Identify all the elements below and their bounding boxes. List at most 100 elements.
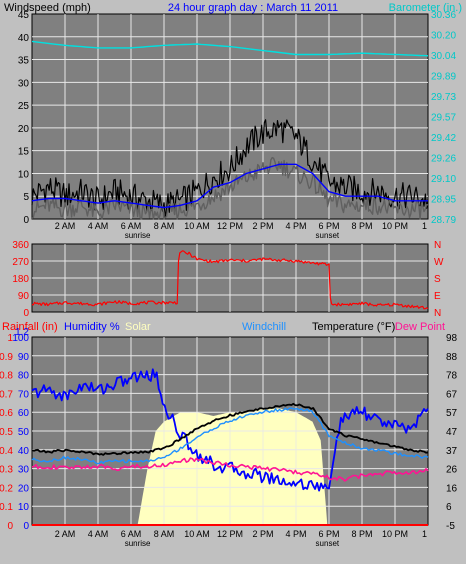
- chart1-barometer-tick-label: 28.79: [431, 215, 456, 226]
- chart3-rainfall-tick-label: 0.1: [0, 502, 13, 513]
- chart3-temperature-tick-label: 98: [446, 333, 458, 344]
- chart3-x-tick-label: 10 PM: [382, 529, 408, 539]
- chart1-windspeed-tick-label: 35: [18, 56, 30, 67]
- chart3-temperature-tick-label: 78: [446, 371, 458, 382]
- chart1-barometer-tick-label: 29.42: [431, 133, 456, 144]
- chart1-x-tick-label: 8 PM: [351, 221, 372, 231]
- chart3-x-tick-label: 4 PM: [285, 529, 306, 539]
- chart1-x-tick-label: 6 AM: [121, 221, 142, 231]
- chart3-humidity-tick-label: 10: [18, 502, 30, 513]
- chart3-rainfall-tick-label: 0.4: [0, 446, 13, 457]
- chart1-windspeed-tick-label: 0: [23, 215, 29, 226]
- chart1-x-tick-label: 6 PM: [318, 221, 339, 231]
- temperature-humidity-chart: 00.10.20.30.40.50.60.70.80.9101020304050…: [0, 327, 458, 548]
- series-dew-point-line: [31, 457, 429, 482]
- chart3-humidity-tick-label: 70: [18, 389, 30, 400]
- chart2-compass-tick-label: E: [434, 291, 441, 302]
- chart3-humidity-tick-label: 40: [18, 446, 30, 457]
- chart3-rainfall-tick-label: 0.8: [0, 371, 13, 382]
- chart2-compass-tick-label: N: [434, 240, 441, 251]
- chart1-sunrise-label: sunrise: [125, 231, 151, 240]
- chart1-windspeed-tick-label: 40: [18, 33, 30, 44]
- barometer-axis-title: Barometer (in.): [389, 2, 462, 14]
- chart1-barometer-tick-label: 28.95: [431, 195, 456, 206]
- chart3-x-end-label: 1: [422, 529, 427, 539]
- dewpoint-legend: Dew Point: [395, 321, 445, 333]
- chart1-windspeed-tick-label: 15: [18, 147, 30, 158]
- chart3-temperature-tick-label: 47: [446, 427, 458, 438]
- chart3-rainfall-tick-label: 0.5: [0, 427, 13, 438]
- chart1-barometer-tick-label: 29.89: [431, 72, 456, 83]
- chart1-barometer-tick-label: 30.20: [431, 31, 456, 42]
- graph-title: 24 hour graph day : March 11 2011: [168, 2, 338, 14]
- chart3-x-tick-label: 2 PM: [252, 529, 273, 539]
- chart3-rainfall-tick-label: 0: [7, 521, 13, 532]
- chart1-sunset-label: sunset: [316, 231, 340, 240]
- chart1-x-tick-label: 8 AM: [154, 221, 175, 231]
- chart3-temperature-tick-label: 26: [446, 465, 458, 476]
- chart3-rainfall-tick-label: 0.6: [0, 408, 13, 419]
- chart3-x-tick-label: 6 PM: [318, 529, 339, 539]
- chart3-humidity-tick-label: 50: [18, 427, 30, 438]
- chart3-rainfall-tick-label: 1: [7, 333, 13, 344]
- chart3-temperature-tick-label: 37: [446, 446, 458, 457]
- chart3-temperature-tick-label: 57: [446, 408, 458, 419]
- chart1-barometer-tick-label: 29.10: [431, 174, 456, 185]
- chart3-x-tick-label: 8 AM: [154, 529, 175, 539]
- chart1-x-tick-label: 4 AM: [88, 221, 109, 231]
- chart3-rainfall-tick-label: 0.2: [0, 483, 13, 494]
- chart1-x-tick-label: 12 PM: [217, 221, 243, 231]
- chart1-x-tick-label: 10 PM: [382, 221, 408, 231]
- chart1-x-tick-label: 10 AM: [184, 221, 210, 231]
- chart1-barometer-tick-label: 29.57: [431, 113, 456, 124]
- chart3-temperature-tick-label: 6: [446, 502, 452, 513]
- humidity-axis-title: Humidity %: [64, 321, 120, 333]
- chart1-windspeed-tick-label: 5: [23, 192, 29, 203]
- series-windchill-line: [31, 407, 429, 465]
- chart3-humidity-tick-label: 80: [18, 371, 30, 382]
- chart1-windspeed-tick-label: 25: [18, 101, 30, 112]
- series-humidity-line: [31, 368, 429, 492]
- windchill-legend: Windchill: [242, 321, 286, 333]
- chart1-x-end-label: 1: [422, 221, 427, 231]
- chart1-x-tick-label: 2 PM: [252, 221, 273, 231]
- chart3-temperature-tick-label: 88: [446, 352, 458, 363]
- chart3-humidity-tick-label: 60: [18, 408, 30, 419]
- chart1-windspeed-tick-label: 20: [18, 124, 30, 135]
- chart3-x-tick-label: 8 PM: [351, 529, 372, 539]
- chart2-degrees-tick-label: 270: [12, 257, 29, 268]
- chart3-humidity-tick-label: 20: [18, 483, 30, 494]
- chart3-x-tick-label: 10 AM: [184, 529, 210, 539]
- chart3-humidity-tick-label: 100: [12, 333, 29, 344]
- solar-legend: Solar: [125, 321, 151, 333]
- series-gust-line: [31, 156, 429, 220]
- chart2-compass-tick-label: N: [434, 308, 441, 319]
- chart3-temperature-tick-label: 67: [446, 389, 458, 400]
- chart1-x-tick-label: 4 PM: [285, 221, 306, 231]
- chart3-rainfall-tick-label: 0.9: [0, 352, 13, 363]
- chart3-temperature-tick-label: -5: [446, 521, 455, 532]
- chart2-degrees-tick-label: 360: [12, 240, 29, 251]
- series-average-wind-line: [31, 163, 428, 209]
- windspeed-axis-title: Windspeed (mph): [4, 2, 91, 14]
- chart3-upper-tick-label: 1.2: [15, 327, 29, 338]
- chart1-barometer-tick-label: 30.36: [431, 10, 456, 21]
- chart3-temperature-tick-label: 16: [446, 483, 458, 494]
- chart1-barometer-tick-label: 30.04: [431, 51, 456, 62]
- chart1-barometer-tick-label: 29.73: [431, 92, 456, 103]
- chart3-humidity-tick-label: 90: [18, 352, 30, 363]
- chart3-rainfall-tick-label: 0.7: [0, 389, 13, 400]
- series-wind-direction-line: [31, 250, 429, 310]
- chart3-x-tick-label: 12 PM: [217, 529, 243, 539]
- chart2-degrees-tick-label: 90: [18, 291, 30, 302]
- chart3-x-tick-label: 2 AM: [55, 529, 76, 539]
- chart1-windspeed-tick-label: 10: [18, 169, 30, 180]
- chart1-windspeed-tick-label: 30: [18, 78, 30, 89]
- temperature-axis-title: Temperature (°F): [312, 321, 395, 333]
- rainfall-axis-title: Rainfall (in): [2, 321, 58, 333]
- chart2-compass-tick-label: S: [434, 274, 441, 285]
- chart3-x-tick-label: 4 AM: [88, 529, 109, 539]
- chart2-degrees-tick-label: 180: [12, 274, 29, 285]
